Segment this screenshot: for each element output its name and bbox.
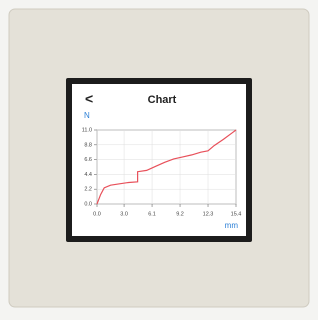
y-tick-label: 8.8 xyxy=(84,142,92,148)
y-tick-label: 6.6 xyxy=(84,157,92,163)
x-tick-label: 0.0 xyxy=(93,211,101,217)
x-tick-label: 6.1 xyxy=(148,211,156,217)
y-axis-label: N xyxy=(84,111,90,120)
y-tick-label: 2.2 xyxy=(84,187,92,193)
y-tick-label: 11.0 xyxy=(82,127,92,133)
x-tick-label: 15.4 xyxy=(231,211,242,217)
chart-title: Chart xyxy=(148,94,177,106)
page: {"chart_data": {"type": "line", "title":… xyxy=(0,0,318,320)
x-axis-label: mm xyxy=(225,221,239,230)
y-tick-label: 4.4 xyxy=(84,172,92,178)
x-tick-label: 12.3 xyxy=(203,211,214,217)
x-tick-label: 3.0 xyxy=(120,211,128,217)
x-tick-label: 9.2 xyxy=(176,211,184,217)
device-photo: < Chart N mm 0.0 2.2 4.4 6.6 8.8 11.0 0.0 3.0 6.… xyxy=(0,0,318,320)
back-button[interactable]: < xyxy=(85,91,93,107)
y-tick-label: 0.0 xyxy=(84,201,92,207)
